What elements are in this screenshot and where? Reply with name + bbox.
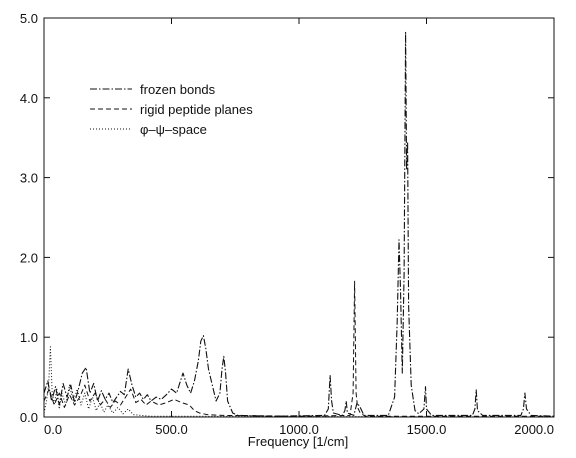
legend-label: φ–ψ–space — [140, 122, 207, 137]
plot-frame — [43, 17, 555, 418]
x-axis-label: Frequency [1/cm] — [248, 434, 348, 449]
y-tick-label: 5.0 — [20, 11, 38, 26]
x-tick-label: 1500.0 — [407, 422, 447, 437]
series-line-0 — [43, 31, 555, 417]
series-layer — [43, 31, 555, 418]
y-tick-label: 0.0 — [20, 410, 38, 425]
x-tick-label: 500.0 — [155, 422, 188, 437]
y-tick-label: 1.0 — [20, 330, 38, 345]
y-tick-label: 3.0 — [20, 171, 38, 186]
legend: frozen bonds rigid peptide planes φ–ψ–spac… — [90, 82, 253, 137]
legend-label: frozen bonds — [140, 82, 216, 97]
x-tick-label: 1000.0 — [279, 422, 319, 437]
series-line-1 — [43, 280, 554, 417]
x-tick-label: 0.0 — [44, 422, 62, 437]
x-axis: 0.0 500.0 1000.0 1500.0 2000.0 — [43, 18, 555, 437]
y-axis: 0.0 1.0 2.0 3.0 4.0 5.0 — [20, 11, 554, 425]
y-tick-label: 2.0 — [20, 250, 38, 265]
legend-label: rigid peptide planes — [140, 102, 253, 117]
x-tick-label: 2000.0 — [514, 422, 554, 437]
y-tick-label: 4.0 — [20, 91, 38, 106]
plot-border — [43, 17, 555, 418]
series-line-2 — [43, 346, 555, 418]
